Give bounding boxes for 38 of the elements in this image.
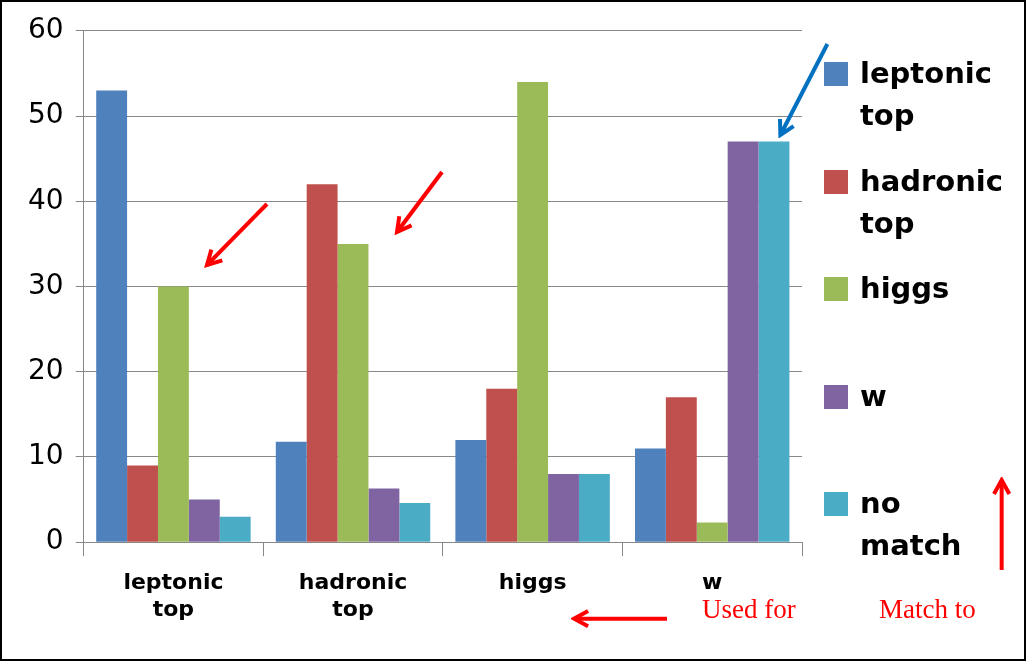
text: Used for [702, 594, 796, 625]
x-tick-label: leptonic top [123, 569, 224, 621]
bar [758, 141, 790, 542]
bar [368, 488, 400, 542]
bar [486, 388, 518, 542]
x-tick-label: w [702, 569, 723, 595]
bar [665, 397, 697, 542]
bar [275, 441, 307, 542]
bar [96, 90, 128, 542]
y-tick-label: 20 [27, 353, 64, 387]
y-tick-label: 50 [27, 97, 64, 131]
bar [399, 502, 431, 542]
bar [306, 184, 338, 542]
legend-label: higgs [860, 270, 951, 307]
y-tick-label: 10 [27, 438, 64, 472]
text: Match to [879, 594, 976, 625]
bar [455, 439, 487, 542]
bar [337, 243, 369, 542]
y-tick-label: 0 [45, 523, 64, 557]
bar [727, 141, 759, 542]
bar [219, 516, 251, 542]
bar [548, 474, 579, 542]
bar [696, 522, 728, 542]
bar [517, 81, 549, 542]
bar [634, 448, 666, 542]
legend-label: hadronic top [860, 162, 1003, 242]
y-tick-label: 40 [27, 182, 64, 216]
x-tick-label: hadronic top [298, 569, 408, 621]
bar [188, 499, 220, 542]
legend-label: leptonic top [860, 55, 992, 134]
y-tick-label: 60 [27, 12, 64, 46]
bar [578, 474, 610, 542]
legend-label: w [860, 377, 888, 415]
x-tick-label: higgs [498, 569, 567, 595]
y-tick-label: 30 [27, 267, 64, 301]
bar [157, 286, 189, 542]
legend-label: no match [860, 485, 963, 564]
bar [127, 465, 158, 542]
